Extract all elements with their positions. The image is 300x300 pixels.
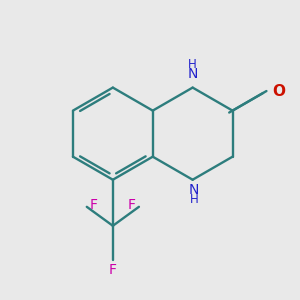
Text: F: F [128,198,136,212]
Text: H: H [190,193,199,206]
Text: O: O [272,83,285,98]
Text: N: N [189,183,199,197]
Text: H: H [188,58,197,70]
Text: F: F [109,263,117,277]
Text: N: N [188,67,198,81]
Text: F: F [90,198,98,212]
